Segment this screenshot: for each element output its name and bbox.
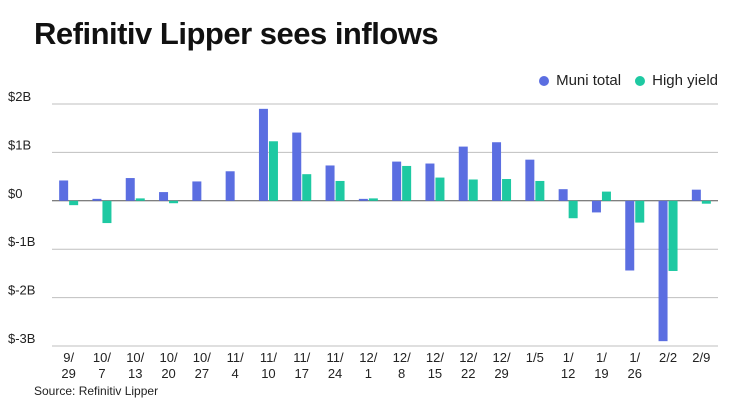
- x-tick-label: 29: [494, 366, 508, 381]
- x-tick-label: 2/2: [659, 350, 677, 365]
- bar-muni-total: [392, 161, 402, 201]
- x-tick-label: 9/: [63, 350, 74, 365]
- bar-high-yield: [701, 200, 711, 204]
- bar-high-yield: [402, 165, 412, 201]
- x-tick-label: 10/: [193, 350, 211, 365]
- bar-high-yield: [502, 179, 512, 201]
- y-tick-label: $-3B: [8, 331, 35, 346]
- bar-high-yield: [435, 177, 445, 201]
- legend-label-muni-total: Muni total: [556, 72, 622, 89]
- bar-high-yield: [635, 200, 645, 223]
- bar-high-yield: [668, 200, 678, 271]
- x-tick-label: 19: [594, 366, 608, 381]
- x-tick-label: 12/: [359, 350, 377, 365]
- x-tick-label: 12/: [426, 350, 444, 365]
- x-tick-label: 1: [365, 366, 372, 381]
- bar-muni-total: [591, 200, 601, 213]
- bar-high-yield: [102, 200, 112, 224]
- x-tick-label: 7: [98, 366, 105, 381]
- x-tick-label: 1/: [563, 350, 574, 365]
- bar-high-yield: [268, 141, 278, 201]
- bar-high-yield: [169, 200, 179, 204]
- source-note: Source: Refinitiv Lipper: [34, 384, 159, 398]
- bar-muni-total: [125, 178, 135, 201]
- bar-high-yield: [468, 179, 478, 201]
- x-tick-label: 12: [561, 366, 575, 381]
- bar-muni-total: [492, 142, 502, 201]
- x-tick-label: 10/: [160, 350, 178, 365]
- legend-item-muni-total: Muni total: [539, 72, 621, 89]
- bar-muni-total: [325, 165, 335, 201]
- bar-muni-total: [525, 159, 535, 201]
- x-tick-label: 1/5: [526, 350, 544, 365]
- y-tick-label: $2B: [8, 89, 31, 104]
- chart-title: Refinitiv Lipper sees inflows: [34, 16, 439, 51]
- y-tick-label: $0: [8, 186, 22, 201]
- bar-high-yield: [335, 180, 345, 201]
- bar-high-yield: [601, 191, 611, 201]
- x-tick-label: 2/9: [692, 350, 710, 365]
- legend-swatch-muni-total: [539, 75, 550, 86]
- bar-high-yield: [568, 200, 578, 219]
- x-tick-label: 11/: [260, 350, 277, 365]
- x-tick-label: 13: [128, 366, 142, 381]
- bar-muni-total: [458, 146, 468, 201]
- x-tick-label: 1/: [596, 350, 607, 365]
- bar-muni-total: [92, 198, 102, 201]
- x-tick-label: 10: [261, 366, 275, 381]
- x-tick-label: 17: [295, 366, 309, 381]
- bar-high-yield: [368, 198, 378, 201]
- y-tick-label: $-1B: [8, 234, 35, 249]
- x-tick-label: 11/: [227, 350, 244, 365]
- bar-muni-total: [691, 189, 701, 201]
- bar-muni-total: [558, 189, 568, 201]
- bar-muni-total: [192, 181, 202, 201]
- x-tick-label: 12/: [393, 350, 411, 365]
- x-tick-label: 22: [461, 366, 475, 381]
- bar-muni-total: [225, 171, 235, 201]
- bar-high-yield: [69, 200, 79, 206]
- bar-high-yield: [135, 198, 145, 201]
- bar-muni-total: [159, 192, 169, 201]
- x-tick-label: 26: [628, 366, 642, 381]
- x-tick-label: 12/: [459, 350, 477, 365]
- bar-muni-total: [358, 198, 368, 201]
- y-tick-label: $-2B: [8, 283, 35, 298]
- legend-label-high-yield: High yield: [652, 72, 718, 89]
- bar-muni-total: [658, 200, 668, 342]
- y-tick-label: $1B: [8, 137, 31, 152]
- x-tick-label: 1/: [629, 350, 640, 365]
- bar-muni-total: [292, 132, 302, 201]
- bar-muni-total: [425, 163, 435, 201]
- x-tick-label: 20: [161, 366, 175, 381]
- x-tick-label: 24: [328, 366, 342, 381]
- bar-muni-total: [258, 108, 268, 201]
- bar-muni-total: [625, 200, 635, 271]
- legend: Muni total High yield: [525, 72, 718, 89]
- x-tick-label: 11/: [293, 350, 310, 365]
- x-tick-label: 8: [398, 366, 405, 381]
- x-tick-label: 29: [61, 366, 75, 381]
- x-tick-label: 15: [428, 366, 442, 381]
- x-tick-label: 27: [195, 366, 209, 381]
- x-tick-label: 12/: [493, 350, 511, 365]
- bar-high-yield: [302, 174, 312, 201]
- x-tick-label: 10/: [93, 350, 111, 365]
- bar-muni-total: [59, 180, 69, 201]
- legend-item-high-yield: High yield: [635, 72, 718, 89]
- x-tick-label: 10/: [126, 350, 144, 365]
- legend-swatch-high-yield: [635, 75, 646, 86]
- bar-high-yield: [535, 180, 545, 201]
- x-tick-label: 4: [232, 366, 239, 381]
- x-tick-label: 11/: [326, 350, 343, 365]
